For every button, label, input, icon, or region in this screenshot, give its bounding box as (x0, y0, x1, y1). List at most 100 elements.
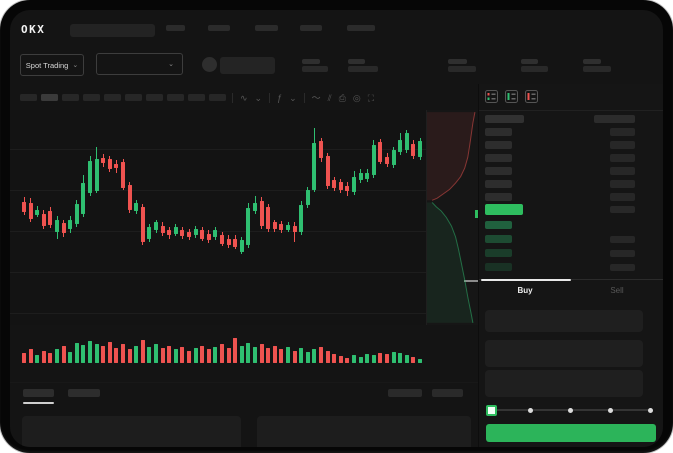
bid-row[interactable] (485, 249, 635, 257)
candle-body (220, 235, 224, 244)
price-column-header (485, 115, 524, 123)
ticker-stat (448, 59, 476, 72)
topnav-item[interactable] (300, 25, 322, 31)
bottom-tab[interactable] (68, 389, 100, 407)
volume-bar (286, 346, 290, 363)
candle-body (253, 202, 257, 211)
volume-bar (28, 348, 33, 363)
bid-price-placeholder (485, 263, 512, 271)
slider-stop[interactable] (647, 407, 653, 413)
chart-tool-icons: ∿ ⌄ ƒ ⌄ 〜 ⫽ ⎙ ◎ ⛶ (232, 90, 374, 106)
chart-settings-icon[interactable]: ◎ (352, 92, 361, 103)
timeframe-button[interactable] (125, 94, 142, 101)
submit-buy-button[interactable] (486, 424, 656, 442)
orderbook-default-icon[interactable] (485, 90, 498, 108)
volume-bar (332, 354, 337, 363)
last-price-row[interactable] (485, 204, 635, 215)
topnav-item[interactable] (347, 25, 375, 31)
bid-row[interactable] (485, 263, 635, 271)
candle-body (160, 225, 165, 234)
candle-body (140, 207, 145, 242)
ask-amount-placeholder (610, 154, 635, 162)
active-tab-underline (23, 402, 54, 404)
bid-price-placeholder (485, 221, 512, 229)
volume-bar (101, 345, 106, 363)
volume-bar (200, 345, 205, 363)
bid-price-placeholder (485, 249, 512, 257)
price-input[interactable] (485, 310, 643, 332)
slider-handle[interactable] (485, 404, 497, 416)
amount-slider[interactable] (485, 404, 655, 416)
indicators-chevron-icon[interactable]: ⌄ (289, 92, 297, 103)
timeframe-button[interactable] (188, 94, 205, 101)
topnav-item[interactable] (166, 25, 185, 31)
volume-bar (147, 346, 152, 363)
bid-amount-placeholder (610, 249, 635, 257)
candle-body (398, 140, 403, 152)
orderbook-buy-icon[interactable] (505, 90, 518, 108)
ask-row[interactable] (485, 128, 635, 136)
ask-price-placeholder (485, 180, 512, 188)
timeframe-button[interactable] (83, 94, 100, 101)
ask-row[interactable] (485, 180, 635, 188)
ask-amount-placeholder (610, 180, 635, 188)
bottom-tab-placeholder (68, 389, 100, 397)
bottom-actions (388, 389, 463, 397)
screenshot-icon[interactable]: ⎙ (338, 92, 346, 103)
bottom-tabs-bar (10, 382, 478, 411)
compare-icon[interactable]: ⫽ (327, 92, 332, 103)
candle-body (404, 133, 409, 150)
chart-style-chevron-icon[interactable]: ⌄ (254, 92, 263, 103)
volume-bar (338, 356, 343, 363)
volume-bar (81, 344, 86, 363)
pair-selector[interactable]: ⌄ (96, 53, 183, 75)
topnav-item[interactable] (208, 25, 230, 31)
bid-row[interactable] (485, 221, 635, 229)
timeframe-button[interactable] (62, 94, 79, 101)
candle-body (127, 184, 132, 211)
volume-bar (411, 357, 416, 363)
chart-style-icon[interactable]: ∿ (240, 92, 248, 103)
timeframe-button[interactable] (146, 94, 163, 101)
volume-bar (246, 343, 251, 363)
ticker-stat (302, 59, 328, 72)
ticker-stat (348, 59, 378, 72)
timeframe-button[interactable] (209, 94, 226, 101)
candle-body (35, 209, 40, 215)
candle-body (187, 232, 191, 237)
slider-stop[interactable] (568, 407, 573, 413)
timeframe-button[interactable] (41, 94, 58, 101)
amount-input[interactable] (485, 340, 643, 367)
ask-amount-placeholder (610, 128, 635, 136)
ask-row[interactable] (485, 167, 635, 175)
tab-buy[interactable]: Buy (517, 286, 533, 295)
candlestick-chart[interactable] (10, 110, 478, 325)
slider-stop[interactable] (607, 407, 613, 413)
depth-chart[interactable] (426, 110, 478, 325)
bottom-tab[interactable] (23, 389, 54, 407)
ask-row[interactable] (485, 154, 635, 162)
total-input[interactable] (485, 370, 643, 397)
search-input[interactable] (70, 24, 155, 37)
timeframe-button[interactable] (104, 94, 121, 101)
topnav-item[interactable] (255, 25, 278, 31)
timeframe-button[interactable] (20, 94, 37, 101)
slider-stop[interactable] (528, 407, 534, 413)
timeframe-button[interactable] (167, 94, 184, 101)
ask-row[interactable] (485, 193, 635, 201)
okx-trading-app: OKX Spot Trading ⌄ ⌄ ∿ ⌄ ƒ ⌄ 〜 ⫽ ⎙ ◎ ⛶ (10, 10, 663, 447)
bid-row[interactable] (485, 235, 635, 243)
market-type-selector[interactable]: Spot Trading ⌄ (20, 54, 84, 76)
orderbook-sell-icon[interactable] (525, 90, 538, 108)
fullscreen-icon[interactable]: ⛶ (367, 92, 375, 103)
bottom-action-placeholder[interactable] (388, 389, 422, 397)
price-plot[interactable] (10, 110, 427, 325)
indicators-icon[interactable]: ƒ (277, 92, 283, 103)
bottom-action-placeholder[interactable] (432, 389, 463, 397)
line-tool-icon[interactable]: 〜 (311, 92, 321, 103)
ask-row[interactable] (485, 141, 635, 149)
tab-sell[interactable]: Sell (610, 286, 624, 295)
separator (269, 93, 271, 103)
candle-body (345, 185, 350, 192)
candle-body (259, 200, 264, 226)
